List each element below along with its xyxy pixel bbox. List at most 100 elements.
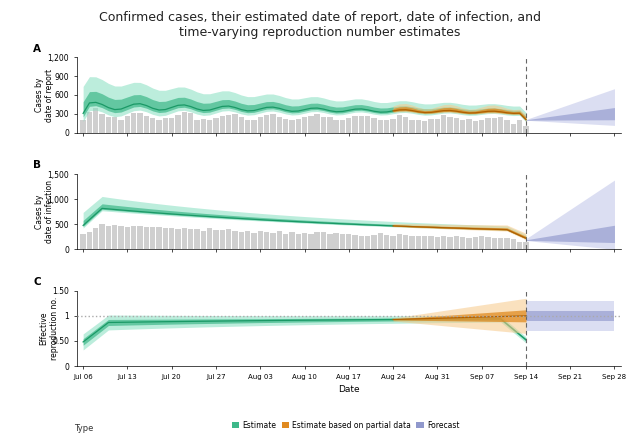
Bar xyxy=(327,234,333,249)
Y-axis label: Effective
reproduction no.: Effective reproduction no. xyxy=(40,297,59,360)
Bar xyxy=(220,116,225,133)
Bar xyxy=(283,234,288,249)
Bar xyxy=(302,233,307,249)
Bar xyxy=(492,118,497,133)
Bar xyxy=(264,232,269,249)
Bar xyxy=(435,119,440,133)
Bar xyxy=(264,116,269,133)
Bar xyxy=(99,114,105,133)
Bar xyxy=(460,237,465,249)
Bar xyxy=(467,238,472,249)
Bar xyxy=(410,120,415,133)
Bar xyxy=(479,120,484,133)
Bar xyxy=(346,234,351,249)
Bar xyxy=(447,236,452,249)
Bar xyxy=(441,115,446,133)
Bar xyxy=(397,234,402,249)
Bar xyxy=(226,115,231,133)
Bar xyxy=(182,228,187,249)
Bar xyxy=(144,228,149,249)
Bar xyxy=(112,117,118,133)
Text: C: C xyxy=(33,277,41,287)
Legend: Estimate, Estimate based on partial data, Forecast: Estimate, Estimate based on partial data… xyxy=(228,418,463,433)
Bar xyxy=(106,226,111,249)
Bar xyxy=(163,118,168,133)
Bar xyxy=(207,228,212,249)
Text: Type: Type xyxy=(74,424,93,433)
Bar xyxy=(308,116,314,133)
Bar xyxy=(188,229,193,249)
Bar xyxy=(138,226,143,249)
Bar xyxy=(327,117,333,133)
Bar xyxy=(150,118,156,133)
Bar xyxy=(321,117,326,133)
Bar xyxy=(213,230,219,249)
Bar xyxy=(81,120,86,133)
Bar xyxy=(498,117,503,133)
Bar xyxy=(524,127,529,133)
Bar xyxy=(302,117,307,133)
Bar xyxy=(232,231,237,249)
Bar xyxy=(467,120,472,133)
Bar xyxy=(435,237,440,249)
Bar xyxy=(156,120,162,133)
Bar xyxy=(245,232,250,249)
Bar xyxy=(485,118,491,133)
Bar xyxy=(131,112,136,133)
Bar xyxy=(511,124,516,133)
Y-axis label: Cases by
date of infection: Cases by date of infection xyxy=(35,180,54,243)
Bar xyxy=(87,112,92,133)
Bar xyxy=(93,228,99,249)
Bar xyxy=(422,236,428,249)
Bar xyxy=(428,119,434,133)
Bar xyxy=(353,116,358,133)
Bar xyxy=(257,231,263,249)
Bar xyxy=(252,120,257,133)
Bar xyxy=(416,120,421,133)
Bar xyxy=(498,238,503,249)
Bar xyxy=(270,114,276,133)
Bar xyxy=(390,235,396,249)
Bar xyxy=(359,236,364,249)
Bar xyxy=(220,231,225,249)
Bar xyxy=(460,120,465,133)
Bar xyxy=(118,120,124,133)
Bar xyxy=(138,112,143,133)
Bar xyxy=(99,224,105,249)
Text: Confirmed cases, their estimated date of report, date of infection, and
time-var: Confirmed cases, their estimated date of… xyxy=(99,11,541,39)
Bar xyxy=(270,232,276,249)
Bar xyxy=(524,242,529,249)
Bar xyxy=(169,228,174,249)
Bar xyxy=(479,236,484,249)
Bar xyxy=(517,242,522,249)
Bar xyxy=(365,116,371,133)
Bar xyxy=(144,116,149,133)
Bar xyxy=(276,117,282,133)
Bar xyxy=(156,227,162,249)
Bar xyxy=(365,236,371,249)
Bar xyxy=(200,119,206,133)
Bar xyxy=(195,120,200,133)
Bar xyxy=(428,236,434,249)
Bar xyxy=(81,234,86,249)
Bar xyxy=(390,119,396,133)
Bar xyxy=(276,232,282,249)
Bar xyxy=(169,118,174,133)
Bar xyxy=(175,229,180,249)
Bar xyxy=(308,234,314,249)
Bar xyxy=(213,118,219,133)
Bar xyxy=(517,120,522,133)
Bar xyxy=(106,117,111,133)
Bar xyxy=(87,232,92,249)
Bar xyxy=(454,118,459,133)
Bar xyxy=(359,116,364,133)
Bar xyxy=(346,118,351,133)
Bar xyxy=(200,231,206,249)
Bar xyxy=(340,234,345,249)
Bar xyxy=(245,120,250,133)
Bar xyxy=(353,235,358,249)
Bar xyxy=(252,233,257,249)
Bar xyxy=(340,120,345,133)
Bar xyxy=(378,120,383,133)
Bar xyxy=(378,233,383,249)
